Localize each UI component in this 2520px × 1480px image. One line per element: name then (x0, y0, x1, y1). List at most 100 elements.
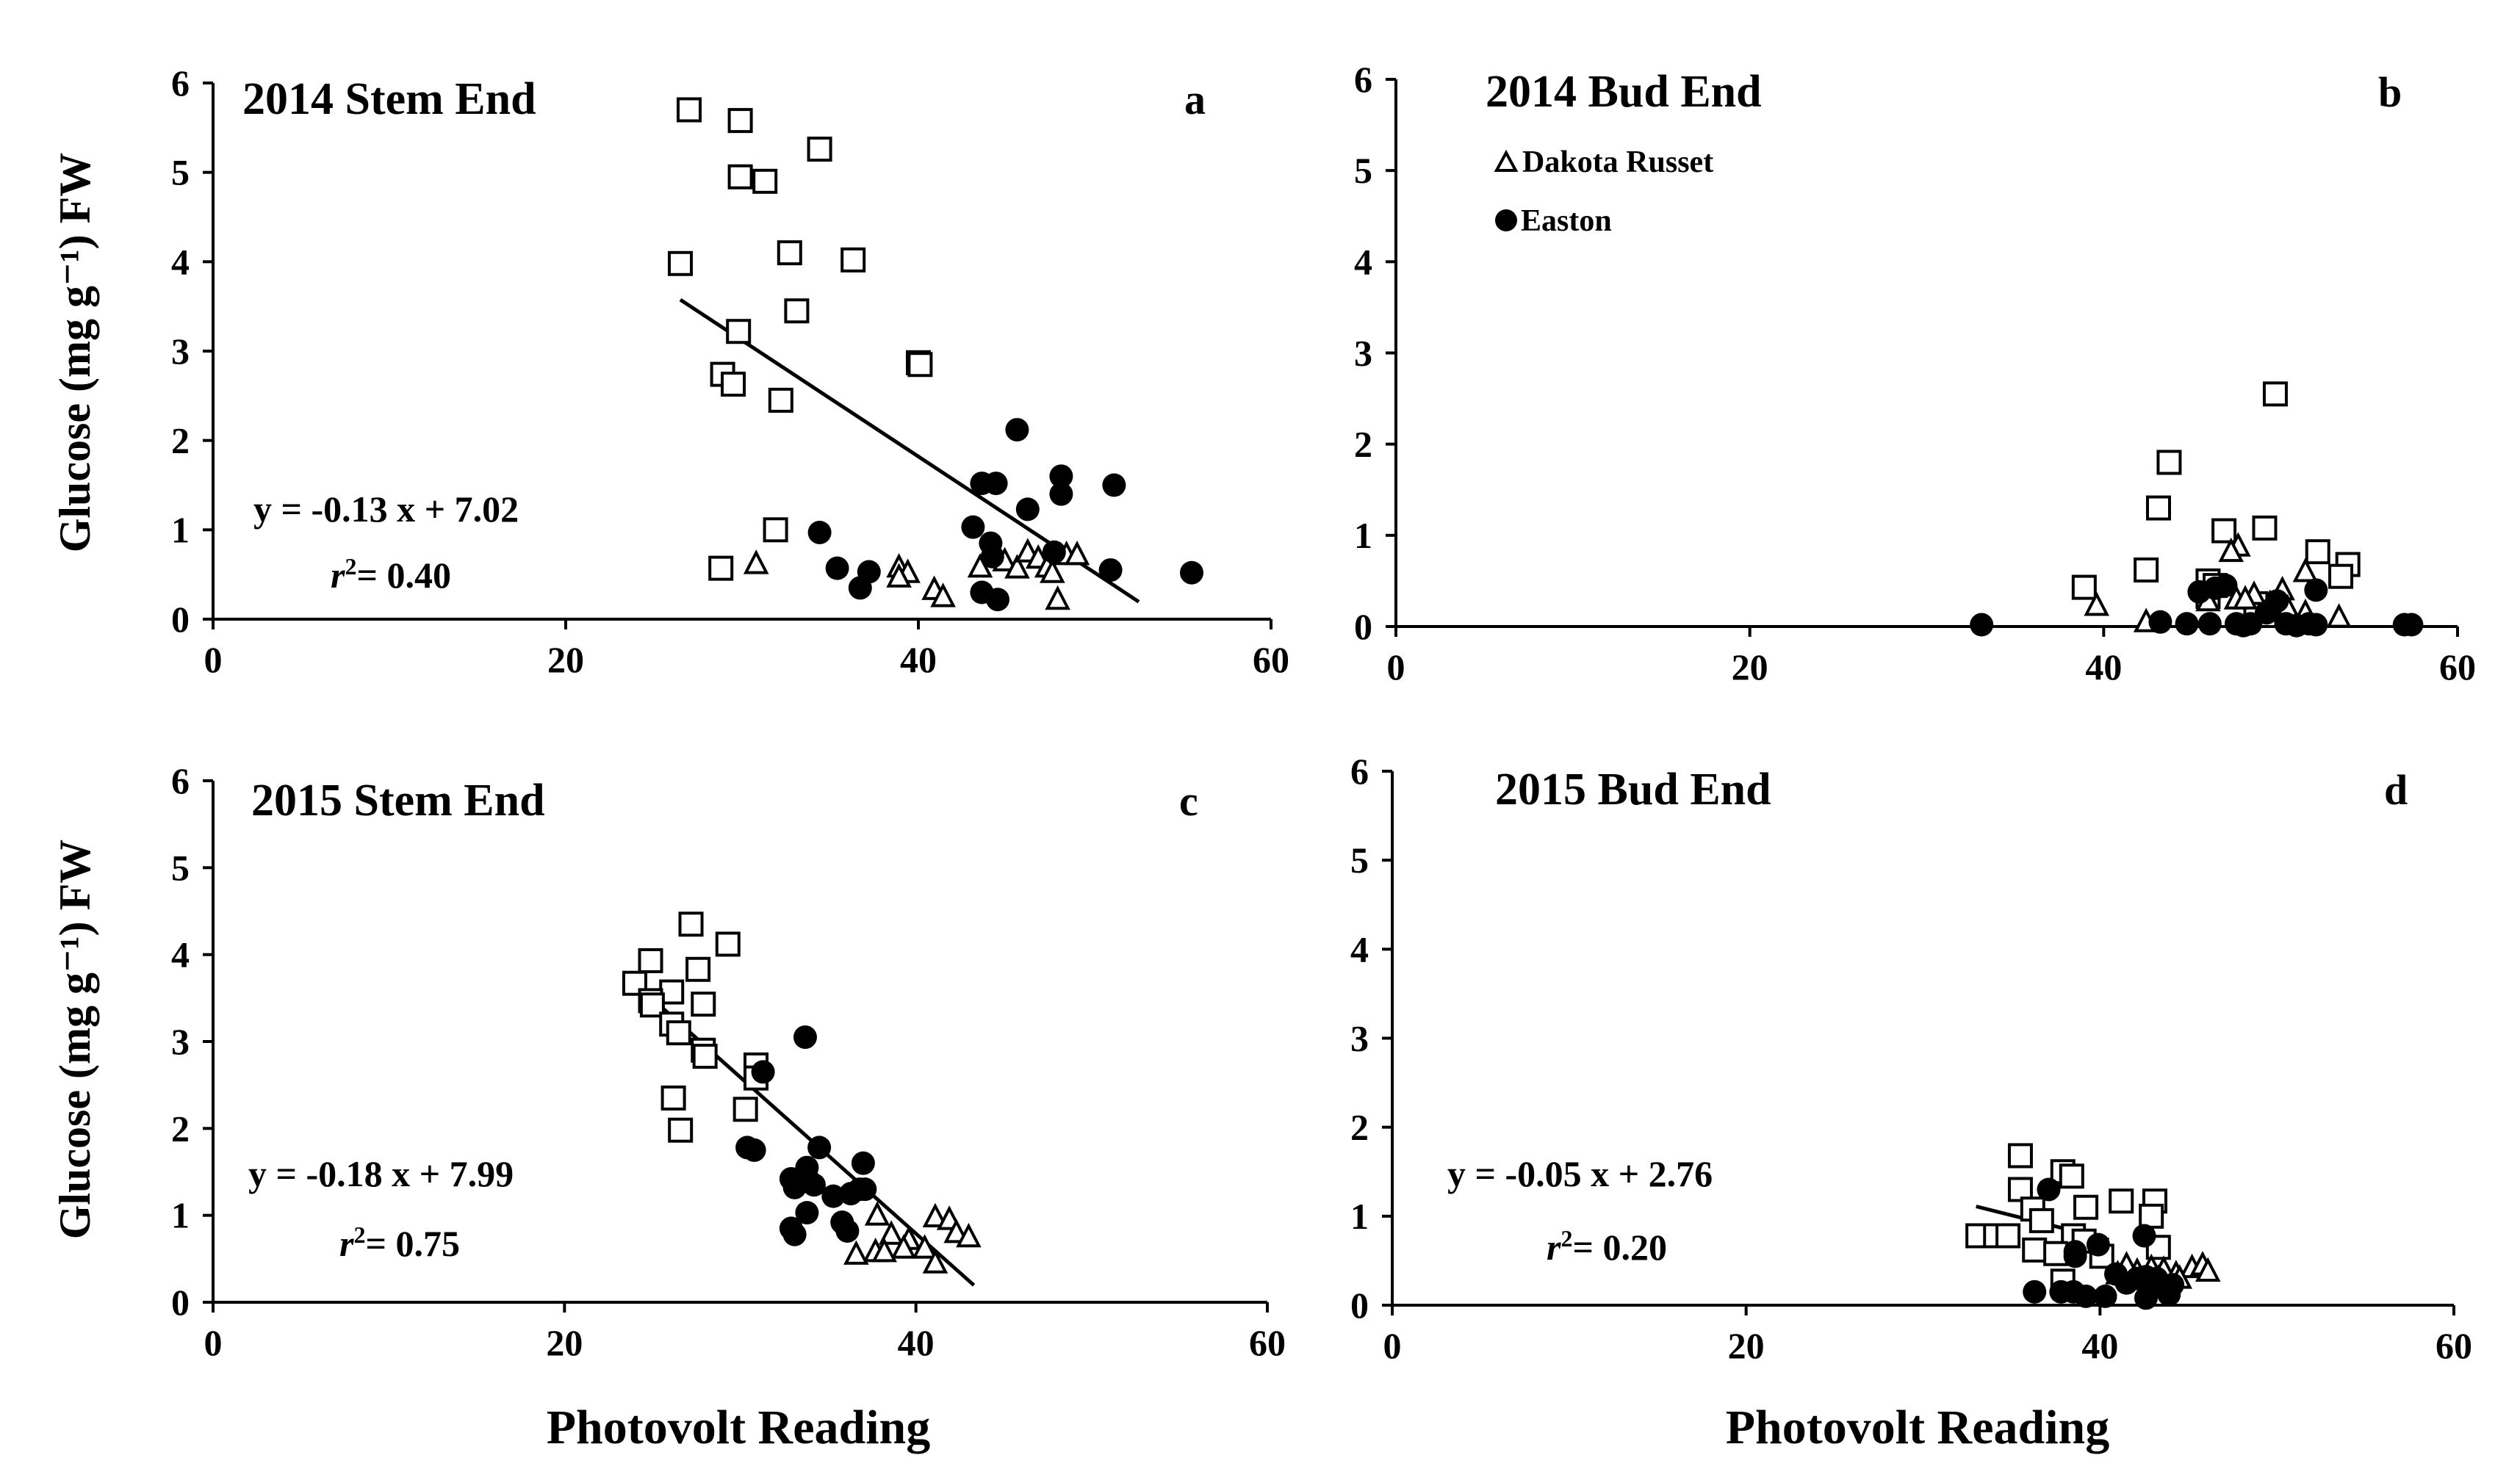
data-point-circle (2304, 613, 2328, 637)
data-point-square (708, 555, 734, 581)
data-point-triangle (1040, 558, 1065, 583)
data-point-circle (835, 1219, 860, 1243)
panel-title: 2015 Bud End (1495, 765, 1771, 815)
r-squared-text: r2= 0.20 (1547, 1225, 1667, 1268)
data-point-circle (807, 1136, 832, 1160)
data-point-triangle (967, 553, 993, 578)
data-point-circle (1005, 418, 1029, 442)
r-squared-text: r2= 0.75 (339, 1221, 460, 1264)
equation-text: y = -0.13 x + 7.02 (253, 488, 519, 530)
x-tick-label: 40 (900, 639, 937, 680)
data-point-circle (2074, 1284, 2098, 1308)
data-point-circle (851, 1151, 875, 1175)
data-point-triangle (2084, 591, 2109, 616)
y-tick-label: 1 (171, 509, 190, 550)
data-point-circle (825, 556, 849, 580)
data-point-square (638, 947, 663, 973)
data-point-square (2252, 515, 2278, 541)
y-tick-label: 1 (171, 1195, 190, 1236)
data-point-square (752, 168, 778, 194)
data-point-circle (1180, 560, 1203, 585)
r-value: = 0.75 (365, 1223, 460, 1264)
data-point-circle (782, 1222, 807, 1246)
data-point-circle (848, 576, 872, 600)
y-tick-label: 4 (171, 934, 190, 975)
y-tick-label: 3 (1350, 1018, 1369, 1059)
data-point-circle (782, 1175, 807, 1199)
equation-text: y = -0.05 x + 2.76 (1447, 1153, 1713, 1194)
data-point-triangle (2195, 1257, 2221, 1282)
data-point-triangle (878, 1220, 904, 1245)
data-point-square (763, 517, 788, 543)
y-tick-label: 1 (1350, 1196, 1369, 1237)
y-tick-label: 4 (1354, 241, 1372, 282)
y-tick-label: 3 (171, 1021, 190, 1062)
data-point-circle (2132, 1224, 2156, 1248)
data-point-triangle (886, 563, 912, 588)
data-point-square (678, 912, 704, 937)
data-point-circle (2148, 610, 2172, 634)
panel-b-2014-bud-end: 2014 Bud End b Dakota Russet Easton 0 1 2 3… (1354, 59, 2476, 687)
x-tick-label: 20 (546, 1322, 583, 1363)
y-axis-title-top: Glucose (mg g⁻¹) FW (51, 153, 99, 553)
data-point-square (660, 1085, 686, 1111)
data-point-triangle (956, 1222, 982, 1248)
legend-triangle-marker (1494, 149, 1519, 172)
data-point-triangle (843, 1240, 869, 1265)
data-point-circle (2114, 1271, 2139, 1295)
r-label: r (331, 555, 345, 596)
panel-letter: d (2384, 766, 2408, 814)
data-point-circle (802, 1173, 826, 1197)
data-point-circle (2023, 1279, 2047, 1304)
data-point-circle (980, 544, 1004, 568)
data-point-square (777, 240, 802, 266)
x-tick-label: 0 (1387, 646, 1405, 687)
data-point-square (2109, 1188, 2134, 1214)
y-axis-title-bottom: Glucose (mg g⁻¹) FW (51, 840, 99, 1240)
data-point-circle (986, 588, 1009, 612)
r-exponent: 2 (345, 553, 356, 580)
r-squared-text: r2= 0.40 (331, 553, 451, 596)
panel-title: 2014 Stem End (242, 74, 536, 124)
y-tick-label: 0 (1354, 606, 1372, 647)
panel-letter: c (1179, 777, 1198, 825)
x-tick-label: 60 (1253, 639, 1289, 680)
data-point-square (691, 992, 716, 1017)
y-tick-label: 2 (1350, 1107, 1369, 1148)
x-tick-label: 20 (547, 639, 584, 680)
data-point-square (2156, 450, 2182, 475)
data-point-circle (2175, 612, 2199, 636)
data-point-square (727, 108, 753, 134)
data-point-circle (984, 472, 1008, 496)
data-point-square (2007, 1143, 2033, 1169)
r-value: = 0.20 (1572, 1227, 1667, 1268)
y-tick-label: 6 (1350, 751, 1369, 792)
data-point-circle (1049, 482, 1073, 506)
data-point-square (1995, 1223, 2021, 1249)
trend-equation: y = -0.13 x + 7.02 r2= 0.40 (253, 488, 519, 596)
r-exponent: 2 (1560, 1225, 1572, 1252)
y-tick-label: 0 (171, 599, 190, 640)
panel-c-2015-stem-end: 2015 Stem End c y = -0.18 x + 7.99 r2= 0… (171, 760, 1286, 1363)
trend-equation: y = -0.18 x + 7.99 r2= 0.75 (248, 1153, 514, 1264)
x-axis-title-left: Photovolt Reading (547, 1401, 931, 1454)
data-point-circle (2063, 1244, 2087, 1268)
data-point-square (2043, 1241, 2069, 1266)
data-point-square (768, 387, 793, 413)
data-point-triangle (1064, 541, 1090, 566)
data-point-square (2134, 557, 2159, 583)
y-tick-label: 5 (1350, 840, 1369, 881)
data-point-square (668, 1117, 694, 1143)
data-point-circle (1049, 464, 1073, 488)
data-point-triangle (743, 549, 769, 574)
trend-equation: y = -0.05 x + 2.76 r2= 0.20 (1447, 1153, 1713, 1268)
data-point-square (2022, 1237, 2048, 1263)
data-point-square (2328, 563, 2354, 589)
data-point-circle (2093, 1284, 2117, 1308)
data-point-square (727, 164, 753, 189)
y-tick-label: 2 (1354, 424, 1372, 465)
data-point-square (2145, 495, 2171, 521)
x-tick-label: 40 (2085, 646, 2122, 687)
y-tick-label: 6 (171, 62, 190, 104)
